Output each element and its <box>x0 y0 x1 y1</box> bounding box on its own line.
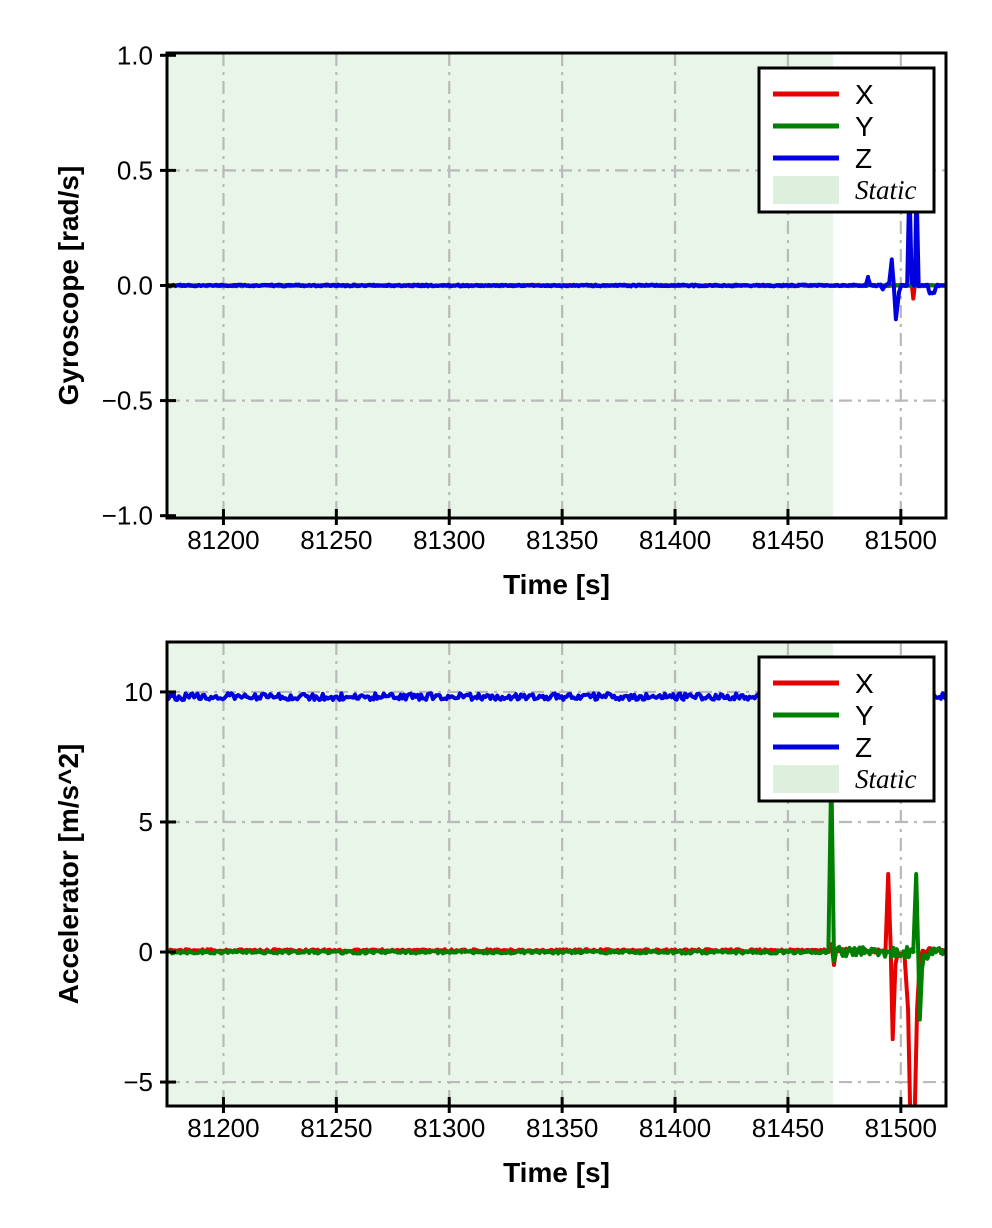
plot-area <box>167 53 946 518</box>
legend-label: Z <box>855 143 872 174</box>
y-tick-label: 0.5 <box>117 155 153 185</box>
x-tick-label: 81500 <box>865 525 937 555</box>
axes-frame <box>165 640 948 1108</box>
y-tick-label: 0.0 <box>117 271 153 301</box>
y-tick-label: 1.0 <box>117 40 153 70</box>
y-tick-label: −1.0 <box>102 501 153 531</box>
x-tick-label: 81450 <box>752 1113 824 1143</box>
y-tick-label: −0.5 <box>102 386 153 416</box>
x-tick-label: 81400 <box>639 525 711 555</box>
x-tick-label: 81250 <box>300 1113 372 1143</box>
legend-label: X <box>855 668 874 699</box>
static-region <box>167 642 834 1106</box>
x-tick-label: 81250 <box>300 525 372 555</box>
legend-static-patch <box>773 176 839 204</box>
series-y-line <box>167 767 946 1022</box>
legend-label: X <box>855 79 874 110</box>
x-axis-label: Time [s] <box>503 1157 610 1188</box>
ticks <box>160 53 903 525</box>
legend-label: Static <box>855 175 917 205</box>
y-tick-label: 0 <box>139 937 153 967</box>
x-tick-label: 81200 <box>187 525 259 555</box>
legend-static-patch <box>773 765 839 793</box>
x-axis-label: Time [s] <box>503 569 610 600</box>
y-tick-label: 10 <box>124 677 153 707</box>
x-tick-label: 81500 <box>865 1113 937 1143</box>
y-tick-label: 5 <box>139 807 153 837</box>
legend-label: Y <box>855 111 874 142</box>
x-tick-label: 81400 <box>639 1113 711 1143</box>
ticks <box>160 690 903 1113</box>
x-tick-label: 81450 <box>752 525 824 555</box>
legend-label: Z <box>855 732 872 763</box>
legend-label: Static <box>855 764 917 794</box>
x-tick-label: 81200 <box>187 1113 259 1143</box>
gyroscope-chart: 81200 81250 81300 81350 81400 81450 81500 1.0 0.… <box>53 40 948 600</box>
x-tick-label: 81300 <box>413 525 485 555</box>
y-axis-label: Gyroscope [rad/s] <box>53 166 84 406</box>
x-tick-label: 81300 <box>413 1113 485 1143</box>
y-tick-label: −5 <box>123 1067 153 1097</box>
y-axis-label: Accelerator [m/s^2] <box>53 744 84 1005</box>
accelerator-chart: 81200 81250 81300 81350 81400 81450 81500 10 5 0 −… <box>53 640 948 1188</box>
x-tick-label: 81350 <box>526 525 598 555</box>
series-z-line <box>167 180 946 322</box>
x-tick-label: 81350 <box>526 1113 598 1143</box>
legend-label: Y <box>855 700 874 731</box>
